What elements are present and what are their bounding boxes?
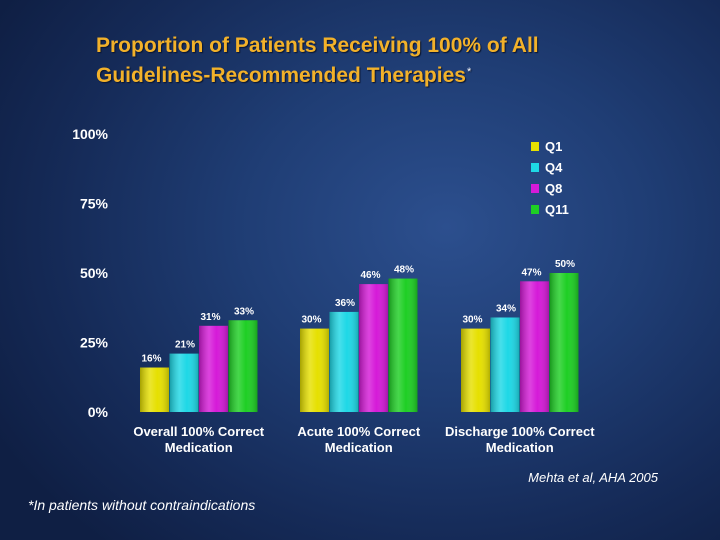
legend-label-q4: Q4 bbox=[545, 160, 563, 175]
data-label: 30% bbox=[301, 315, 321, 326]
legend-swatch-q11 bbox=[531, 205, 539, 214]
data-label: 21% bbox=[175, 340, 195, 351]
bar-shading bbox=[169, 353, 199, 412]
data-label: 47% bbox=[521, 267, 541, 278]
chart-title-line1: Proportion of Patients Receiving 100% of… bbox=[96, 34, 539, 57]
y-tick-label: 50% bbox=[80, 265, 109, 281]
bar-shading bbox=[520, 281, 549, 412]
citation: Mehta et al, AHA 2005 bbox=[528, 470, 658, 485]
x-category-label: Discharge 100% Correct bbox=[445, 424, 595, 439]
x-category-label: Overall 100% Correct bbox=[133, 424, 264, 439]
legend-swatch-q1 bbox=[531, 142, 539, 151]
data-label: 16% bbox=[141, 354, 161, 365]
data-label: 30% bbox=[462, 315, 482, 326]
y-tick-label: 75% bbox=[80, 196, 109, 212]
bar-shading bbox=[228, 320, 258, 412]
chart-title: Proportion of Patients Receiving 100% of… bbox=[96, 31, 696, 91]
bar-shading bbox=[300, 328, 329, 412]
data-label: 33% bbox=[234, 306, 254, 317]
legend-label-q8: Q8 bbox=[545, 181, 562, 196]
data-label: 34% bbox=[496, 303, 516, 314]
data-label: 48% bbox=[394, 265, 414, 276]
bar-shading bbox=[329, 311, 359, 412]
legend-swatch-q8 bbox=[531, 184, 539, 193]
footnote: *In patients without contraindications bbox=[28, 497, 256, 513]
y-tick-label: 100% bbox=[72, 126, 108, 142]
y-tick-label: 0% bbox=[88, 404, 109, 420]
x-category-label: Medication bbox=[165, 440, 233, 455]
y-tick-label: 25% bbox=[80, 335, 109, 351]
legend-label-q11: Q11 bbox=[545, 202, 569, 217]
data-label: 36% bbox=[335, 298, 355, 309]
x-category-label: Acute 100% Correct bbox=[297, 424, 420, 439]
bar-shading bbox=[199, 325, 228, 412]
bar-shading bbox=[461, 328, 490, 412]
bar-shading bbox=[359, 284, 388, 412]
data-label: 31% bbox=[200, 312, 220, 323]
legend-swatch-q4 bbox=[531, 163, 539, 172]
data-label: 46% bbox=[360, 270, 380, 281]
bar-shading bbox=[490, 317, 520, 412]
data-label: 50% bbox=[555, 259, 575, 270]
legend-label-q1: Q1 bbox=[545, 139, 562, 154]
bar-shading bbox=[549, 273, 579, 412]
x-category-label: Medication bbox=[325, 440, 393, 455]
title-footnote-marker: * bbox=[466, 66, 472, 78]
bar-shading bbox=[388, 278, 418, 412]
chart-title-line2: Guidelines-Recommended Therapies bbox=[96, 64, 466, 87]
bar-shading bbox=[140, 367, 169, 412]
x-category-label: Medication bbox=[486, 440, 554, 455]
